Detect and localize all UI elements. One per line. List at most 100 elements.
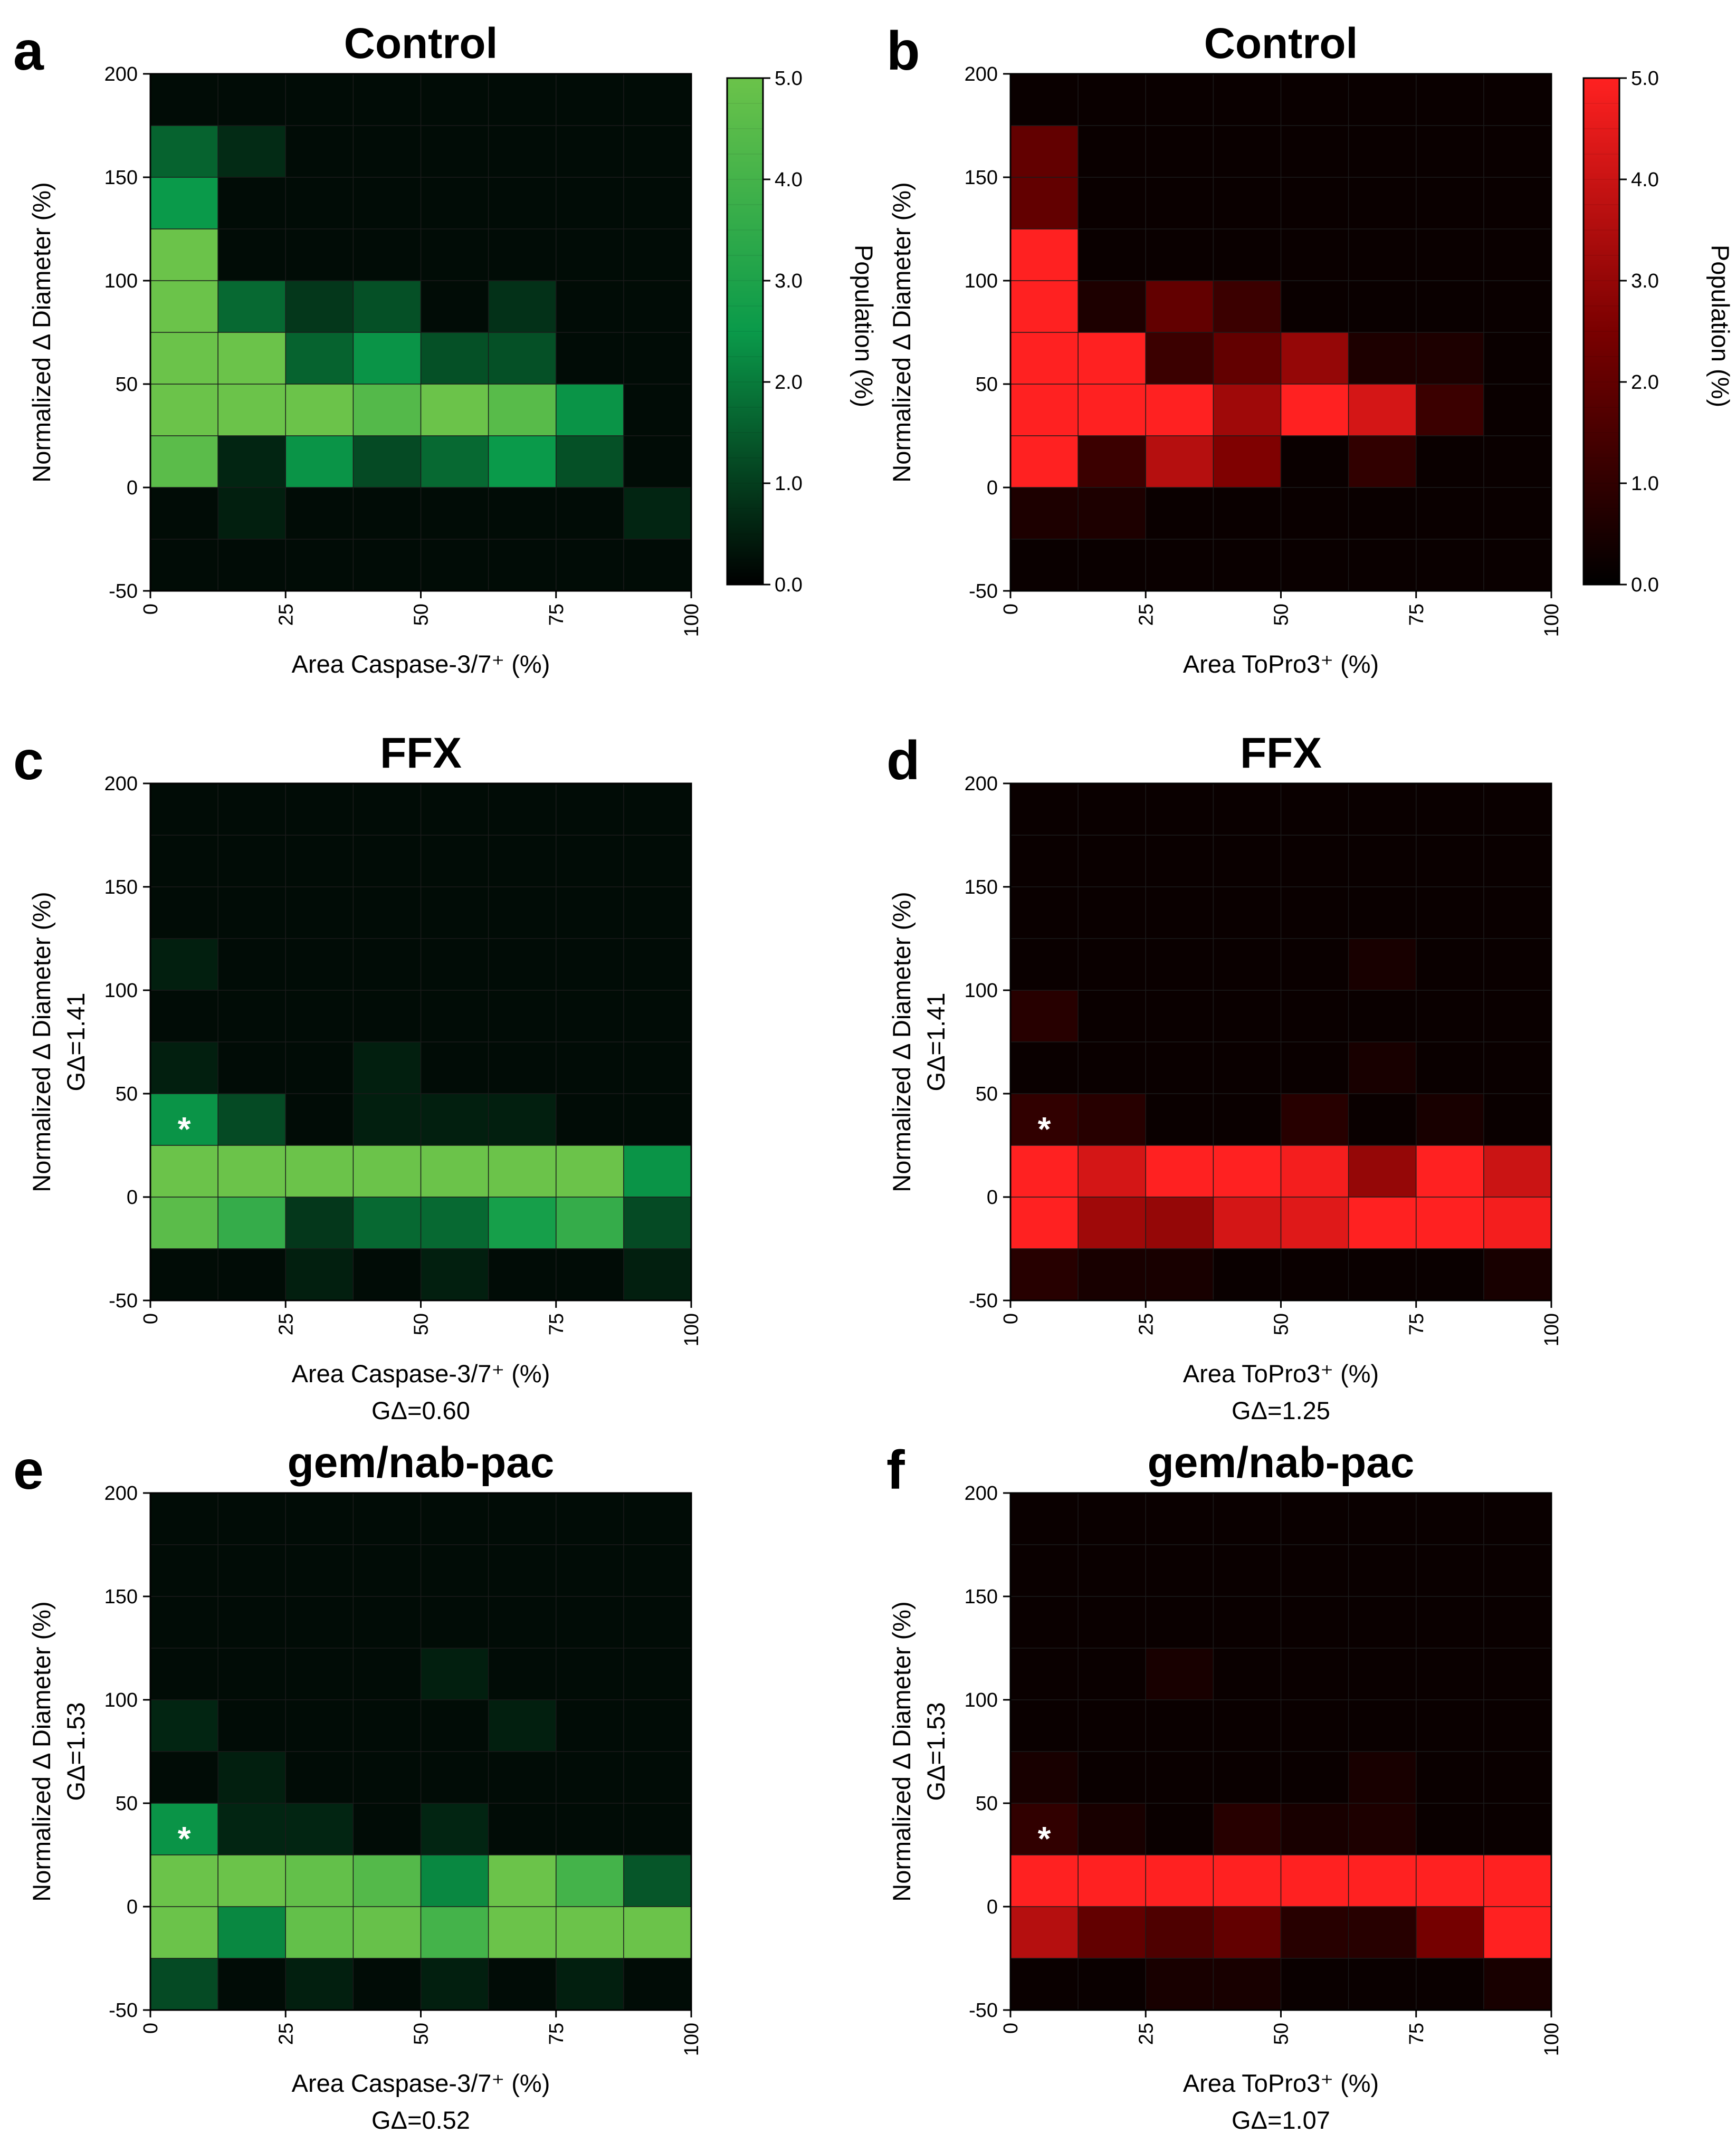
heatmap-cell	[488, 835, 557, 887]
colorbar-tick-label: 3.0	[775, 270, 803, 292]
heatmap-cell	[1348, 229, 1417, 281]
heatmap-cell	[1146, 1700, 1214, 1752]
heatmap-cell	[1348, 1958, 1417, 2011]
heatmap-cell	[1483, 1803, 1552, 1855]
x-tick-label: 75	[546, 2023, 568, 2045]
heatmap-cell	[488, 1700, 557, 1752]
heatmap-cell	[1416, 1197, 1484, 1249]
g-delta-x: GΔ=1.07	[1232, 2106, 1330, 2134]
y-tick-label: 0	[127, 1186, 138, 1209]
heatmap-cell	[218, 1249, 286, 1301]
x-tick-label: 100	[681, 604, 703, 637]
heatmap-cells	[1010, 783, 1552, 1301]
heatmap-cell	[623, 487, 692, 540]
heatmap-cell	[1483, 487, 1552, 540]
y-tick-label: -50	[109, 1999, 138, 2022]
heatmap-cell	[1010, 990, 1079, 1042]
heatmap-cell	[421, 1803, 489, 1855]
x-tick-label: 25	[275, 2023, 297, 2045]
heatmap-cell	[285, 835, 354, 887]
heatmap-cell	[488, 384, 557, 436]
heatmap-cell	[1078, 436, 1146, 488]
heatmap-cell	[1146, 74, 1214, 126]
g-delta-x: GΔ=0.52	[371, 2106, 470, 2134]
heatmap-cell	[1078, 229, 1146, 281]
heatmap-cell	[1416, 1596, 1484, 1649]
heatmap-cell	[1010, 835, 1079, 887]
heatmap-cell	[353, 539, 422, 591]
y-tick-label: 50	[976, 374, 998, 396]
heatmap-cell	[1483, 332, 1552, 385]
heatmap-cell	[1416, 177, 1484, 229]
heatmap-cell	[1213, 539, 1282, 591]
heatmap-cell	[623, 1596, 692, 1649]
heatmap-cell	[1281, 1249, 1349, 1301]
x-tick-label: 75	[1406, 1313, 1428, 1335]
heatmap-cell	[353, 1145, 422, 1198]
heatmap-cell	[1281, 939, 1349, 991]
heatmap-cell	[1348, 74, 1417, 126]
heatmap-cell	[421, 1545, 489, 1597]
heatmap-cell	[1146, 1958, 1214, 2011]
heatmap-cell	[1416, 1493, 1484, 1545]
heatmap-cell	[556, 1855, 624, 1907]
heatmap-cell	[150, 1042, 218, 1094]
heatmap-cell	[1078, 539, 1146, 591]
heatmap-cell	[556, 1958, 624, 2011]
heatmap-cell	[1281, 1545, 1349, 1597]
colorbar-label: Population (%)	[850, 245, 878, 407]
y-tick-label: 150	[965, 876, 998, 898]
heatmap-cell	[285, 1493, 354, 1545]
colorbar-tick-label: 2.0	[1631, 371, 1659, 394]
heatmap-cell	[1281, 177, 1349, 229]
heatmap-cell	[1010, 1249, 1079, 1301]
heatmap-cell	[623, 1700, 692, 1752]
heatmap-cell	[1281, 783, 1349, 836]
heatmap-cell	[1146, 1042, 1214, 1094]
heatmap-cell	[1281, 436, 1349, 488]
heatmap-cell	[285, 990, 354, 1042]
x-tick-label: 25	[1135, 2023, 1157, 2045]
heatmap-cell	[353, 177, 422, 229]
heatmap-cell	[150, 1545, 218, 1597]
y-tick-label: 150	[965, 1586, 998, 1608]
heatmap-cell	[1146, 1648, 1214, 1700]
heatmap-cell	[1213, 1700, 1282, 1752]
heatmap-cell	[1281, 1907, 1349, 1959]
heatmap-cell	[556, 177, 624, 229]
x-tick-label: 50	[1271, 604, 1293, 626]
heatmap-cell	[1483, 539, 1552, 591]
x-tick-label: 75	[1406, 604, 1428, 626]
x-axis-label: Area ToPro3⁺ (%)	[1183, 2069, 1379, 2097]
heatmap-cell	[285, 1145, 354, 1198]
heatmap-cell	[1146, 177, 1214, 229]
heatmap-cell	[218, 177, 286, 229]
g-delta-y: GΔ=1.41	[922, 993, 950, 1092]
heatmap-cell	[285, 1249, 354, 1301]
heatmap-cell	[285, 1958, 354, 2011]
x-tick-label: 50	[1271, 1313, 1293, 1335]
heatmap-cell	[421, 126, 489, 178]
heatmap-cell	[1213, 1094, 1282, 1146]
heatmap-cell	[1348, 281, 1417, 333]
x-tick-label: 50	[411, 2023, 433, 2045]
heatmap-cell	[421, 887, 489, 939]
heatmap-cell	[1348, 990, 1417, 1042]
heatmap-cell	[1078, 1752, 1146, 1804]
x-tick-label: 0	[140, 604, 162, 615]
heatmap-cell	[556, 1700, 624, 1752]
heatmap-cell	[1010, 1145, 1079, 1198]
heatmap-cell	[623, 1094, 692, 1146]
heatmap-cell	[1281, 1648, 1349, 1700]
heatmap-cell	[1078, 1596, 1146, 1649]
heatmap-cell	[488, 74, 557, 126]
heatmap-cells	[150, 74, 692, 591]
heatmap-cell	[285, 229, 354, 281]
heatmap-cell	[1010, 177, 1079, 229]
x-tick-label: 25	[1135, 1313, 1157, 1335]
heatmap-cell	[150, 1803, 218, 1855]
heatmap-cells	[1010, 74, 1552, 591]
heatmap-cell	[218, 1094, 286, 1146]
heatmap-cell	[623, 1493, 692, 1545]
x-tick-label: 25	[275, 1313, 297, 1335]
